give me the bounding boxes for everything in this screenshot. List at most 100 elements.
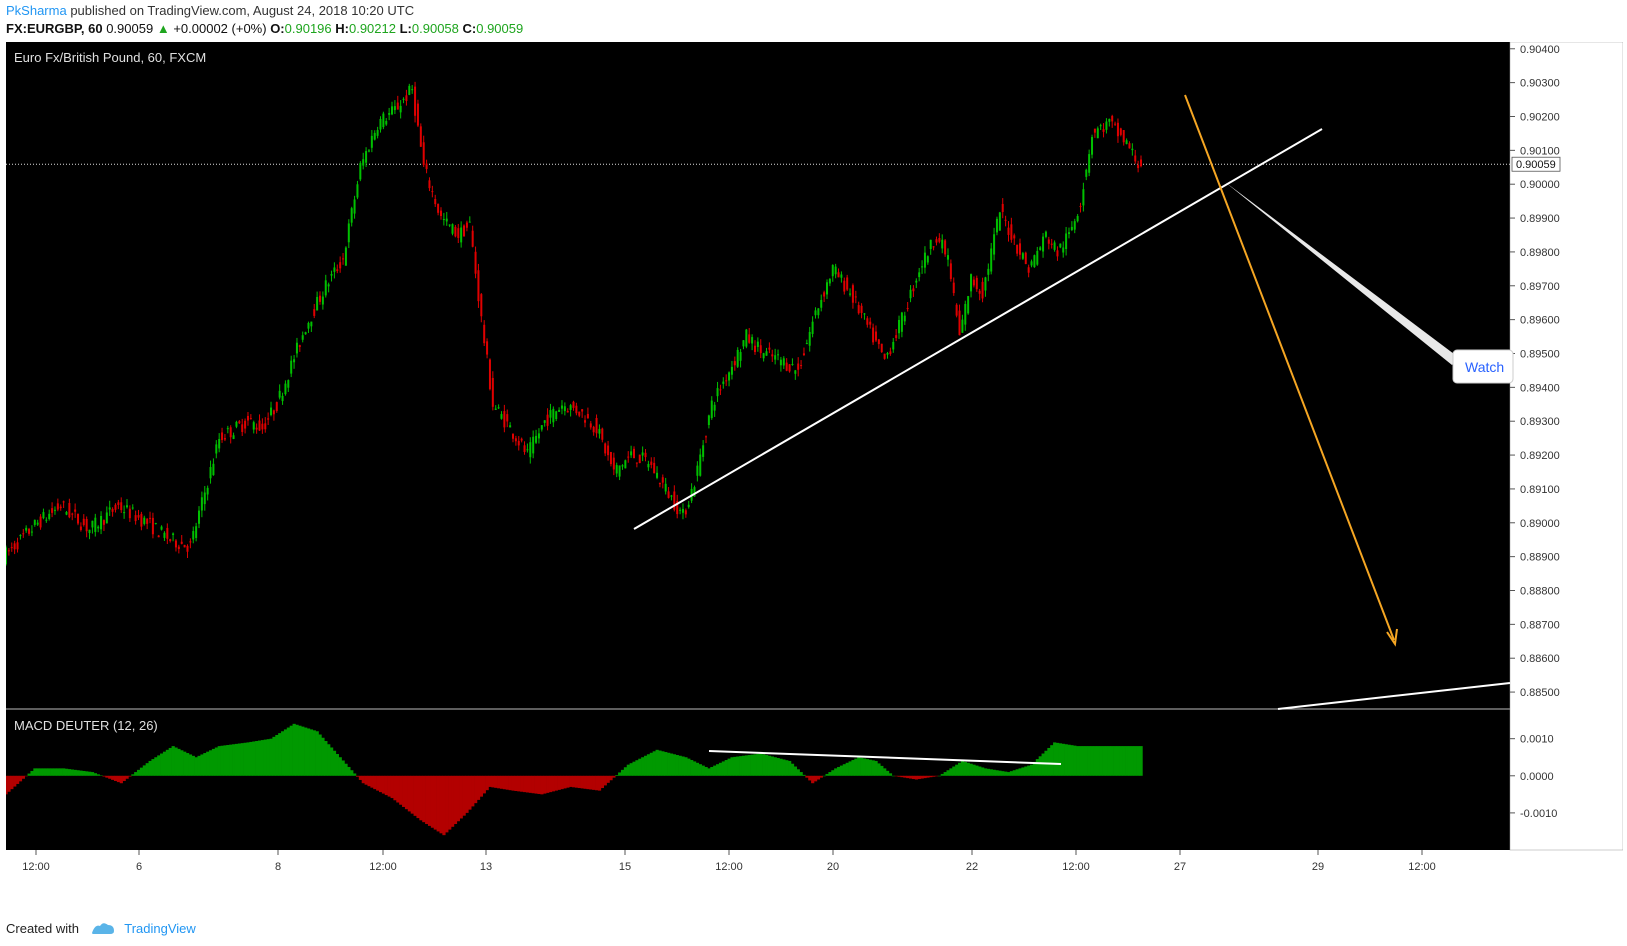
candle	[212, 458, 215, 476]
macd-bar	[191, 755, 195, 776]
candle	[379, 116, 382, 133]
macd-bar	[260, 740, 265, 776]
candle	[880, 343, 883, 353]
macd-bar	[88, 771, 92, 776]
macd-bar	[710, 766, 714, 776]
candle	[932, 246, 935, 251]
macd-bar	[425, 775, 429, 825]
time-tick-label: 8	[275, 861, 281, 873]
candle	[941, 234, 944, 254]
candle	[849, 288, 852, 297]
macd-bar	[546, 775, 550, 793]
chart-container[interactable]: 0.90400 0.90300 0.90200 0.90100 0.90000 0.899…	[4, 41, 1624, 908]
candle	[745, 328, 748, 349]
candle	[25, 525, 28, 533]
watch-callout[interactable]	[1452, 349, 1514, 384]
candle	[728, 371, 731, 387]
macd-bar	[871, 760, 875, 776]
candle	[246, 411, 249, 426]
candle	[1088, 149, 1091, 177]
candle	[143, 515, 146, 526]
created-with-text: Created with	[6, 921, 79, 936]
macd-bar	[465, 775, 469, 813]
macd-bar	[258, 740, 262, 776]
macd-bar	[263, 739, 267, 776]
macd-bar	[929, 775, 933, 778]
macd-bar	[986, 768, 991, 776]
candle	[411, 85, 414, 94]
candle	[751, 334, 754, 351]
candle	[909, 285, 912, 303]
macd-bar	[237, 743, 242, 776]
macd-bar	[632, 761, 636, 776]
candle	[615, 462, 618, 478]
macd-bar	[940, 773, 944, 776]
candle	[730, 360, 733, 380]
open-label: O:	[270, 21, 285, 36]
candle	[572, 400, 575, 411]
price-tick-label: 0.90400	[1520, 44, 1560, 56]
candle	[53, 506, 56, 515]
candle	[117, 499, 120, 510]
macd-bar	[949, 768, 953, 776]
macd-trendline[interactable]	[708, 750, 1062, 765]
candle	[223, 434, 226, 442]
macd-bar	[802, 774, 806, 776]
macd-bar	[474, 775, 478, 804]
candle	[151, 512, 154, 539]
macd-bar	[292, 723, 296, 776]
lower-trendline[interactable]	[1277, 682, 1511, 710]
macd-bar	[661, 751, 665, 776]
macd-bar	[79, 770, 83, 776]
candle	[123, 505, 126, 519]
candle	[451, 223, 454, 236]
macd-bar	[851, 760, 855, 776]
candle	[22, 528, 25, 538]
macd-bar	[1064, 744, 1068, 776]
macd-bar	[1104, 746, 1109, 776]
candle	[33, 519, 36, 527]
candle	[1050, 238, 1053, 249]
candle	[474, 246, 477, 279]
author-link[interactable]: PkSharma	[6, 3, 67, 18]
macd-bar	[747, 755, 751, 776]
macd-bar	[59, 768, 63, 776]
candle	[537, 428, 540, 444]
candle	[324, 274, 327, 298]
ascending-trendline[interactable]	[633, 128, 1323, 530]
macd-bar	[615, 775, 619, 776]
callout-pointer	[1225, 182, 1458, 365]
macd-bar	[623, 767, 628, 776]
price-tick-label: 0.89200	[1520, 450, 1560, 462]
macd-bar	[877, 763, 881, 776]
candle	[1024, 251, 1027, 265]
macd-bar	[531, 775, 535, 794]
candle	[1108, 118, 1111, 127]
macd-bar	[779, 758, 783, 776]
macd-bar	[131, 774, 135, 776]
candle	[402, 97, 405, 104]
macd-bar	[145, 763, 149, 776]
macd-bar	[41, 768, 46, 776]
candle	[886, 351, 889, 359]
candle	[707, 414, 710, 429]
macd-bar	[378, 775, 383, 793]
macd-bar	[1087, 746, 1091, 776]
macd-bar	[828, 772, 832, 776]
forecast-arrow[interactable]	[1184, 94, 1395, 641]
macd-bar	[10, 775, 14, 790]
macd-tick-label: 0.0010	[1520, 734, 1554, 746]
candle	[520, 437, 523, 443]
macd-bar	[165, 749, 170, 776]
candle	[756, 337, 759, 352]
candle	[607, 440, 610, 461]
candle	[535, 429, 538, 444]
candle	[270, 401, 273, 417]
macd-bar	[767, 755, 772, 776]
tradingview-link[interactable]: TradingView	[124, 921, 196, 936]
macd-bar	[612, 775, 616, 778]
chart-svg[interactable]: 0.90400 0.90300 0.90200 0.90100 0.90000 0.899…	[4, 41, 1624, 908]
candle	[140, 511, 143, 531]
last-price-badge	[1511, 156, 1561, 172]
candle	[797, 357, 800, 377]
